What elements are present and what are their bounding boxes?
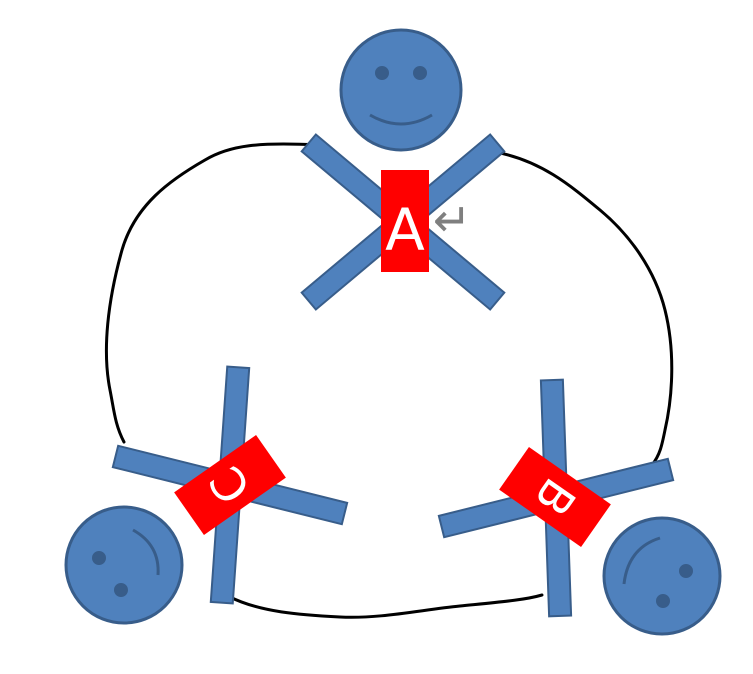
- return-mark-icon: ↵: [433, 193, 472, 247]
- figure-b: B: [437, 378, 722, 636]
- figure-b-head: [602, 516, 722, 636]
- figure-c: C: [64, 365, 349, 625]
- rope: [104, 142, 674, 619]
- figure-a-label: A: [381, 170, 429, 272]
- figure-b-eye-bottom: [656, 594, 670, 608]
- figure-a-eye-right: [413, 66, 427, 80]
- rope-right-arc: [493, 150, 674, 467]
- figure-a: A: [300, 28, 506, 311]
- rope-bottom-arc: [228, 593, 544, 619]
- figure-c-smile: [132, 528, 160, 576]
- figure-a-head: [339, 28, 463, 152]
- figure-a-face: [339, 28, 463, 152]
- figure-c-eye-bottom: [114, 583, 128, 597]
- figure-a-smile: [369, 113, 433, 126]
- figure-c-label-box: [174, 435, 286, 535]
- figure-a-label-box: [381, 170, 429, 272]
- figure-b-label-box: [499, 447, 611, 547]
- rope-left-arc: [104, 142, 320, 444]
- figure-b-face: [602, 516, 722, 636]
- figure-c-head: [64, 505, 184, 625]
- figure-a-label-text: A: [385, 196, 425, 264]
- figure-c-eye-top: [92, 551, 106, 565]
- figure-c-face: [64, 505, 184, 625]
- figure-a-eye-left: [375, 66, 389, 80]
- figure-b-eye-right: [679, 564, 693, 578]
- figure-b-smile: [622, 536, 661, 585]
